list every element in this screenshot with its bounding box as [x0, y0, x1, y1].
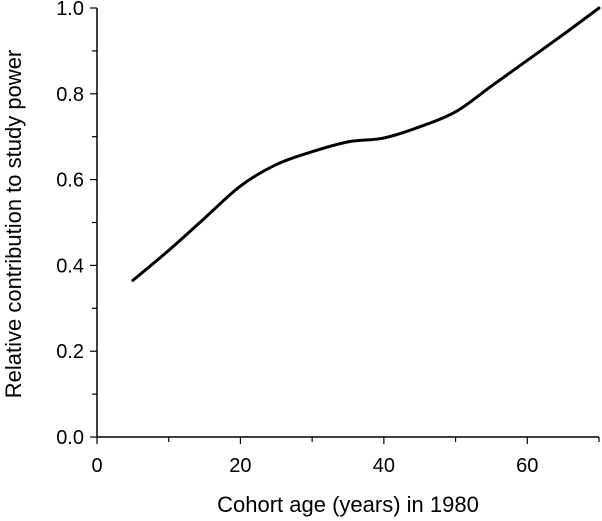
ticks	[90, 7, 600, 444]
axes	[96, 8, 599, 438]
y-tick-label: 1.0	[56, 0, 84, 20]
tick-labels: 0 20 40 60 0.0 0.2 0.4 0.6 0.8 1.0	[56, 0, 538, 477]
y-tick-label: 0.8	[56, 84, 84, 106]
series-group	[131, 6, 601, 282]
x-tick-label: 20	[229, 455, 251, 477]
y-axis-title: Relative contribution to study power	[1, 50, 26, 399]
y-tick-label: 0.4	[56, 255, 84, 277]
y-tick-label: 0.6	[56, 170, 84, 192]
y-tick-label: 0.0	[56, 427, 84, 449]
x-tick-label: 40	[373, 455, 395, 477]
x-tick-label: 60	[516, 455, 538, 477]
x-tick-label: 0	[91, 455, 102, 477]
y-tick-label: 0.2	[56, 341, 84, 363]
x-axis-title: Cohort age (years) in 1980	[217, 492, 479, 517]
series-line	[131, 6, 601, 282]
